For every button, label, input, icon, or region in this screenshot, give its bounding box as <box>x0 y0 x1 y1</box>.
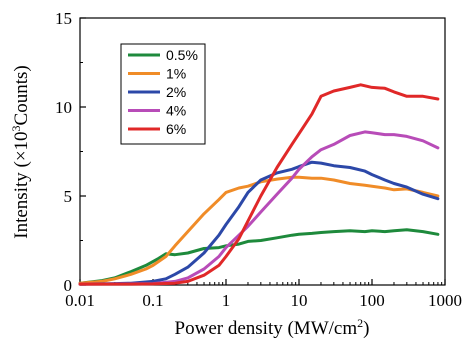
legend: 0.5% 1% 2% 4% 6% <box>120 43 206 145</box>
y-tick-label: 0 <box>64 276 73 295</box>
series-line-3 <box>78 160 440 286</box>
x-tick-label: 1 <box>222 291 231 310</box>
x-axis-title-suffix: ) <box>363 318 369 339</box>
x-tick-label: 1000 <box>428 291 462 310</box>
y-tick-label: 5 <box>64 187 73 206</box>
ticks-layer: 0.01 0.1 1 10 100 1000 0 5 10 15 <box>55 9 462 310</box>
series-line-4 <box>78 130 440 286</box>
x-tick-label: 0.01 <box>65 291 95 310</box>
y-tick-label: 10 <box>55 98 72 117</box>
x-axis-title-main: Power density (MW/cm <box>175 318 358 339</box>
legend-label: 0.5% <box>166 47 198 63</box>
legend-label: 6% <box>166 121 186 137</box>
y-axis-title: Intensity (×103Counts) <box>9 65 32 238</box>
x-tick-label: 0.1 <box>142 291 163 310</box>
legend-label: 2% <box>166 84 186 100</box>
x-axis-title: Power density (MW/cm2) <box>175 316 370 339</box>
legend-label: 4% <box>166 103 186 119</box>
legend-box <box>120 43 206 145</box>
legend-label: 1% <box>166 66 186 82</box>
x-tick-label: 10 <box>291 291 308 310</box>
y-tick-label: 15 <box>55 9 72 28</box>
x-tick-label: 100 <box>359 291 385 310</box>
series-line-5 <box>78 83 440 286</box>
series-layer <box>78 83 440 286</box>
y-axis-title-main: Intensity (×10 <box>11 131 32 238</box>
y-axis-title-superscript: 3 <box>9 125 23 131</box>
y-axis-title-suffix: Counts) <box>11 65 32 125</box>
legend-items: 0.5% 1% 2% 4% 6% <box>128 47 198 137</box>
series-line-1 <box>78 228 440 285</box>
x-axis-title-superscript: 2 <box>357 316 363 330</box>
